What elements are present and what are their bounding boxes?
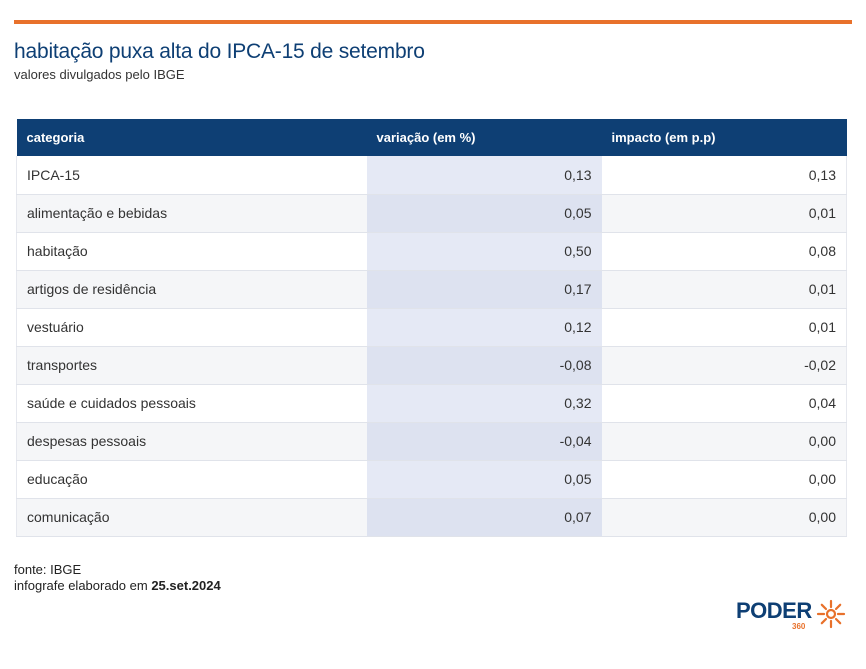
cell-variacao: -0,04	[366, 422, 602, 461]
cell-impacto: 0,00	[601, 498, 847, 537]
cell-categoria: educação	[16, 460, 367, 499]
accent-bar	[14, 20, 852, 24]
cell-categoria: despesas pessoais	[16, 422, 367, 461]
cell-variacao: 0,50	[366, 232, 602, 271]
logo-text: PODER	[736, 598, 812, 623]
cell-categoria: IPCA-15	[16, 156, 367, 195]
table-row: saúde e cuidados pessoais 0,32 0,04	[16, 384, 847, 423]
cell-impacto: 0,01	[601, 270, 847, 309]
table-row: IPCA-15 0,13 0,13	[16, 156, 847, 195]
source-text: fonte: IBGE	[14, 562, 82, 577]
column-header-categoria: categoria	[16, 119, 367, 156]
cell-categoria: transportes	[16, 346, 367, 385]
cell-impacto: -0,02	[601, 346, 847, 385]
cell-variacao: 0,05	[366, 194, 602, 233]
cell-variacao: 0,32	[366, 384, 602, 423]
table-row: vestuário 0,12 0,01	[16, 308, 847, 347]
table-row: comunicação 0,07 0,00	[16, 498, 847, 537]
cell-impacto: 0,01	[601, 308, 847, 347]
created-date: 25.set.2024	[151, 578, 221, 593]
data-table-container: categoria variação (em %) impacto (em p.…	[16, 119, 847, 537]
cell-impacto: 0,08	[601, 232, 847, 271]
table-row: alimentação e bebidas 0,05 0,01	[16, 194, 847, 233]
cell-variacao: 0,13	[366, 156, 602, 195]
poder360-logo: PODER 360	[736, 598, 847, 635]
page-title: habitação puxa alta do IPCA-15 de setemb…	[14, 40, 425, 63]
table-row: artigos de residência 0,17 0,01	[16, 270, 847, 309]
cell-categoria: vestuário	[16, 308, 367, 347]
cell-variacao: 0,05	[366, 460, 602, 499]
table-row: transportes -0,08 -0,02	[16, 346, 847, 385]
cell-variacao: 0,07	[366, 498, 602, 537]
cell-categoria: alimentação e bebidas	[16, 194, 367, 233]
cell-variacao: -0,08	[366, 346, 602, 385]
cell-variacao: 0,12	[366, 308, 602, 347]
cell-impacto: 0,04	[601, 384, 847, 423]
cell-variacao: 0,17	[366, 270, 602, 309]
cell-impacto: 0,00	[601, 422, 847, 461]
table-row: educação 0,05 0,00	[16, 460, 847, 499]
cell-impacto: 0,01	[601, 194, 847, 233]
cell-impacto: 0,00	[601, 460, 847, 499]
cell-impacto: 0,13	[601, 156, 847, 195]
table-body: IPCA-15 0,13 0,13 alimentação e bebidas 0,05…	[16, 156, 847, 537]
cell-categoria: artigos de residência	[16, 270, 367, 309]
sun-burst-icon	[815, 598, 847, 635]
created-line: infografe elaborado em 25.set.2024	[14, 578, 221, 594]
data-table: categoria variação (em %) impacto (em p.…	[16, 119, 847, 537]
column-header-impacto: impacto (em p.p)	[601, 119, 847, 156]
cell-categoria: habitação	[16, 232, 367, 271]
page-subtitle: valores divulgados pelo IBGE	[14, 67, 185, 82]
table-row: despesas pessoais -0,04 0,00	[16, 422, 847, 461]
cell-categoria: saúde e cuidados pessoais	[16, 384, 367, 423]
cell-categoria: comunicação	[16, 498, 367, 537]
table-row: habitação 0,50 0,08	[16, 232, 847, 271]
source-note: fonte: IBGE infografe elaborado em 25.se…	[14, 562, 221, 594]
table-header-row: categoria variação (em %) impacto (em p.…	[16, 119, 847, 156]
logo-number: 360	[792, 622, 806, 631]
created-prefix: infografe elaborado em	[14, 578, 148, 593]
column-header-variacao: variação (em %)	[366, 119, 602, 156]
